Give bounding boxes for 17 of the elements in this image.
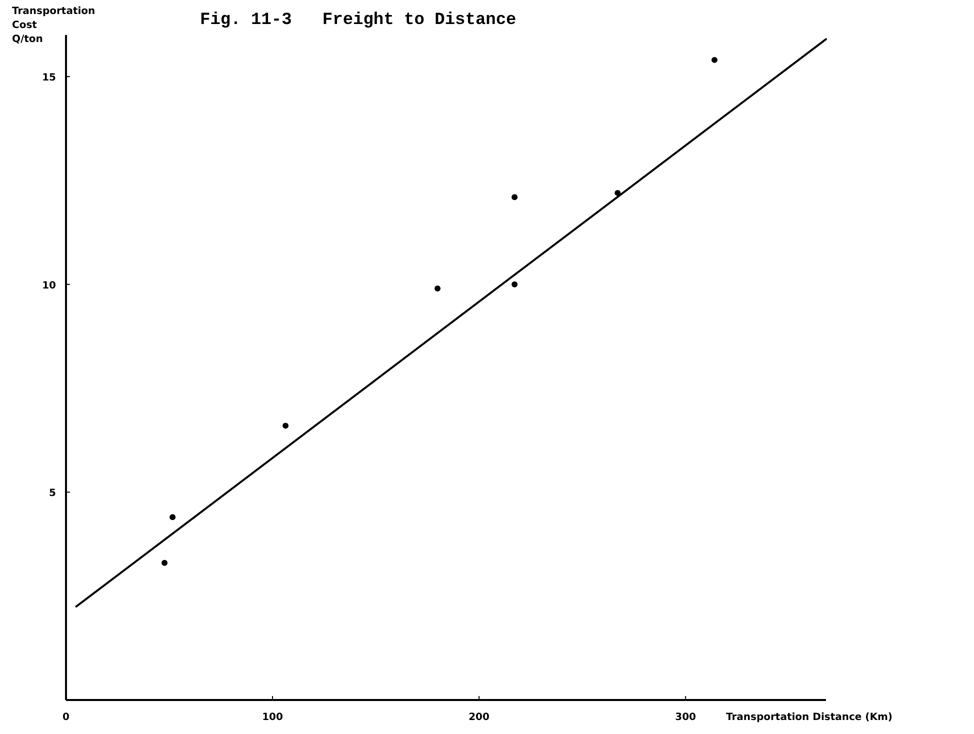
x-axis-title: Transportation Distance (Km) (726, 712, 892, 723)
point (282, 422, 289, 429)
x-tick-label: 0 (62, 712, 70, 723)
x-tick-label: 200 (468, 712, 490, 723)
point (434, 286, 441, 292)
chart-title: Fig. 11-3 Freight to Distance (200, 11, 516, 30)
x-tick-label: 300 (675, 712, 696, 723)
point (170, 514, 176, 520)
y-tick-label: 10 (42, 280, 56, 292)
point (162, 560, 168, 566)
y-tick-label: 5 (49, 488, 56, 500)
point (711, 56, 718, 63)
point (512, 281, 518, 288)
y-axis-title: Transportation Cost Q/ton (12, 6, 96, 45)
y-tick-label: 15 (42, 72, 56, 84)
point (512, 194, 518, 200)
x-tick-label: 100 (262, 712, 283, 723)
